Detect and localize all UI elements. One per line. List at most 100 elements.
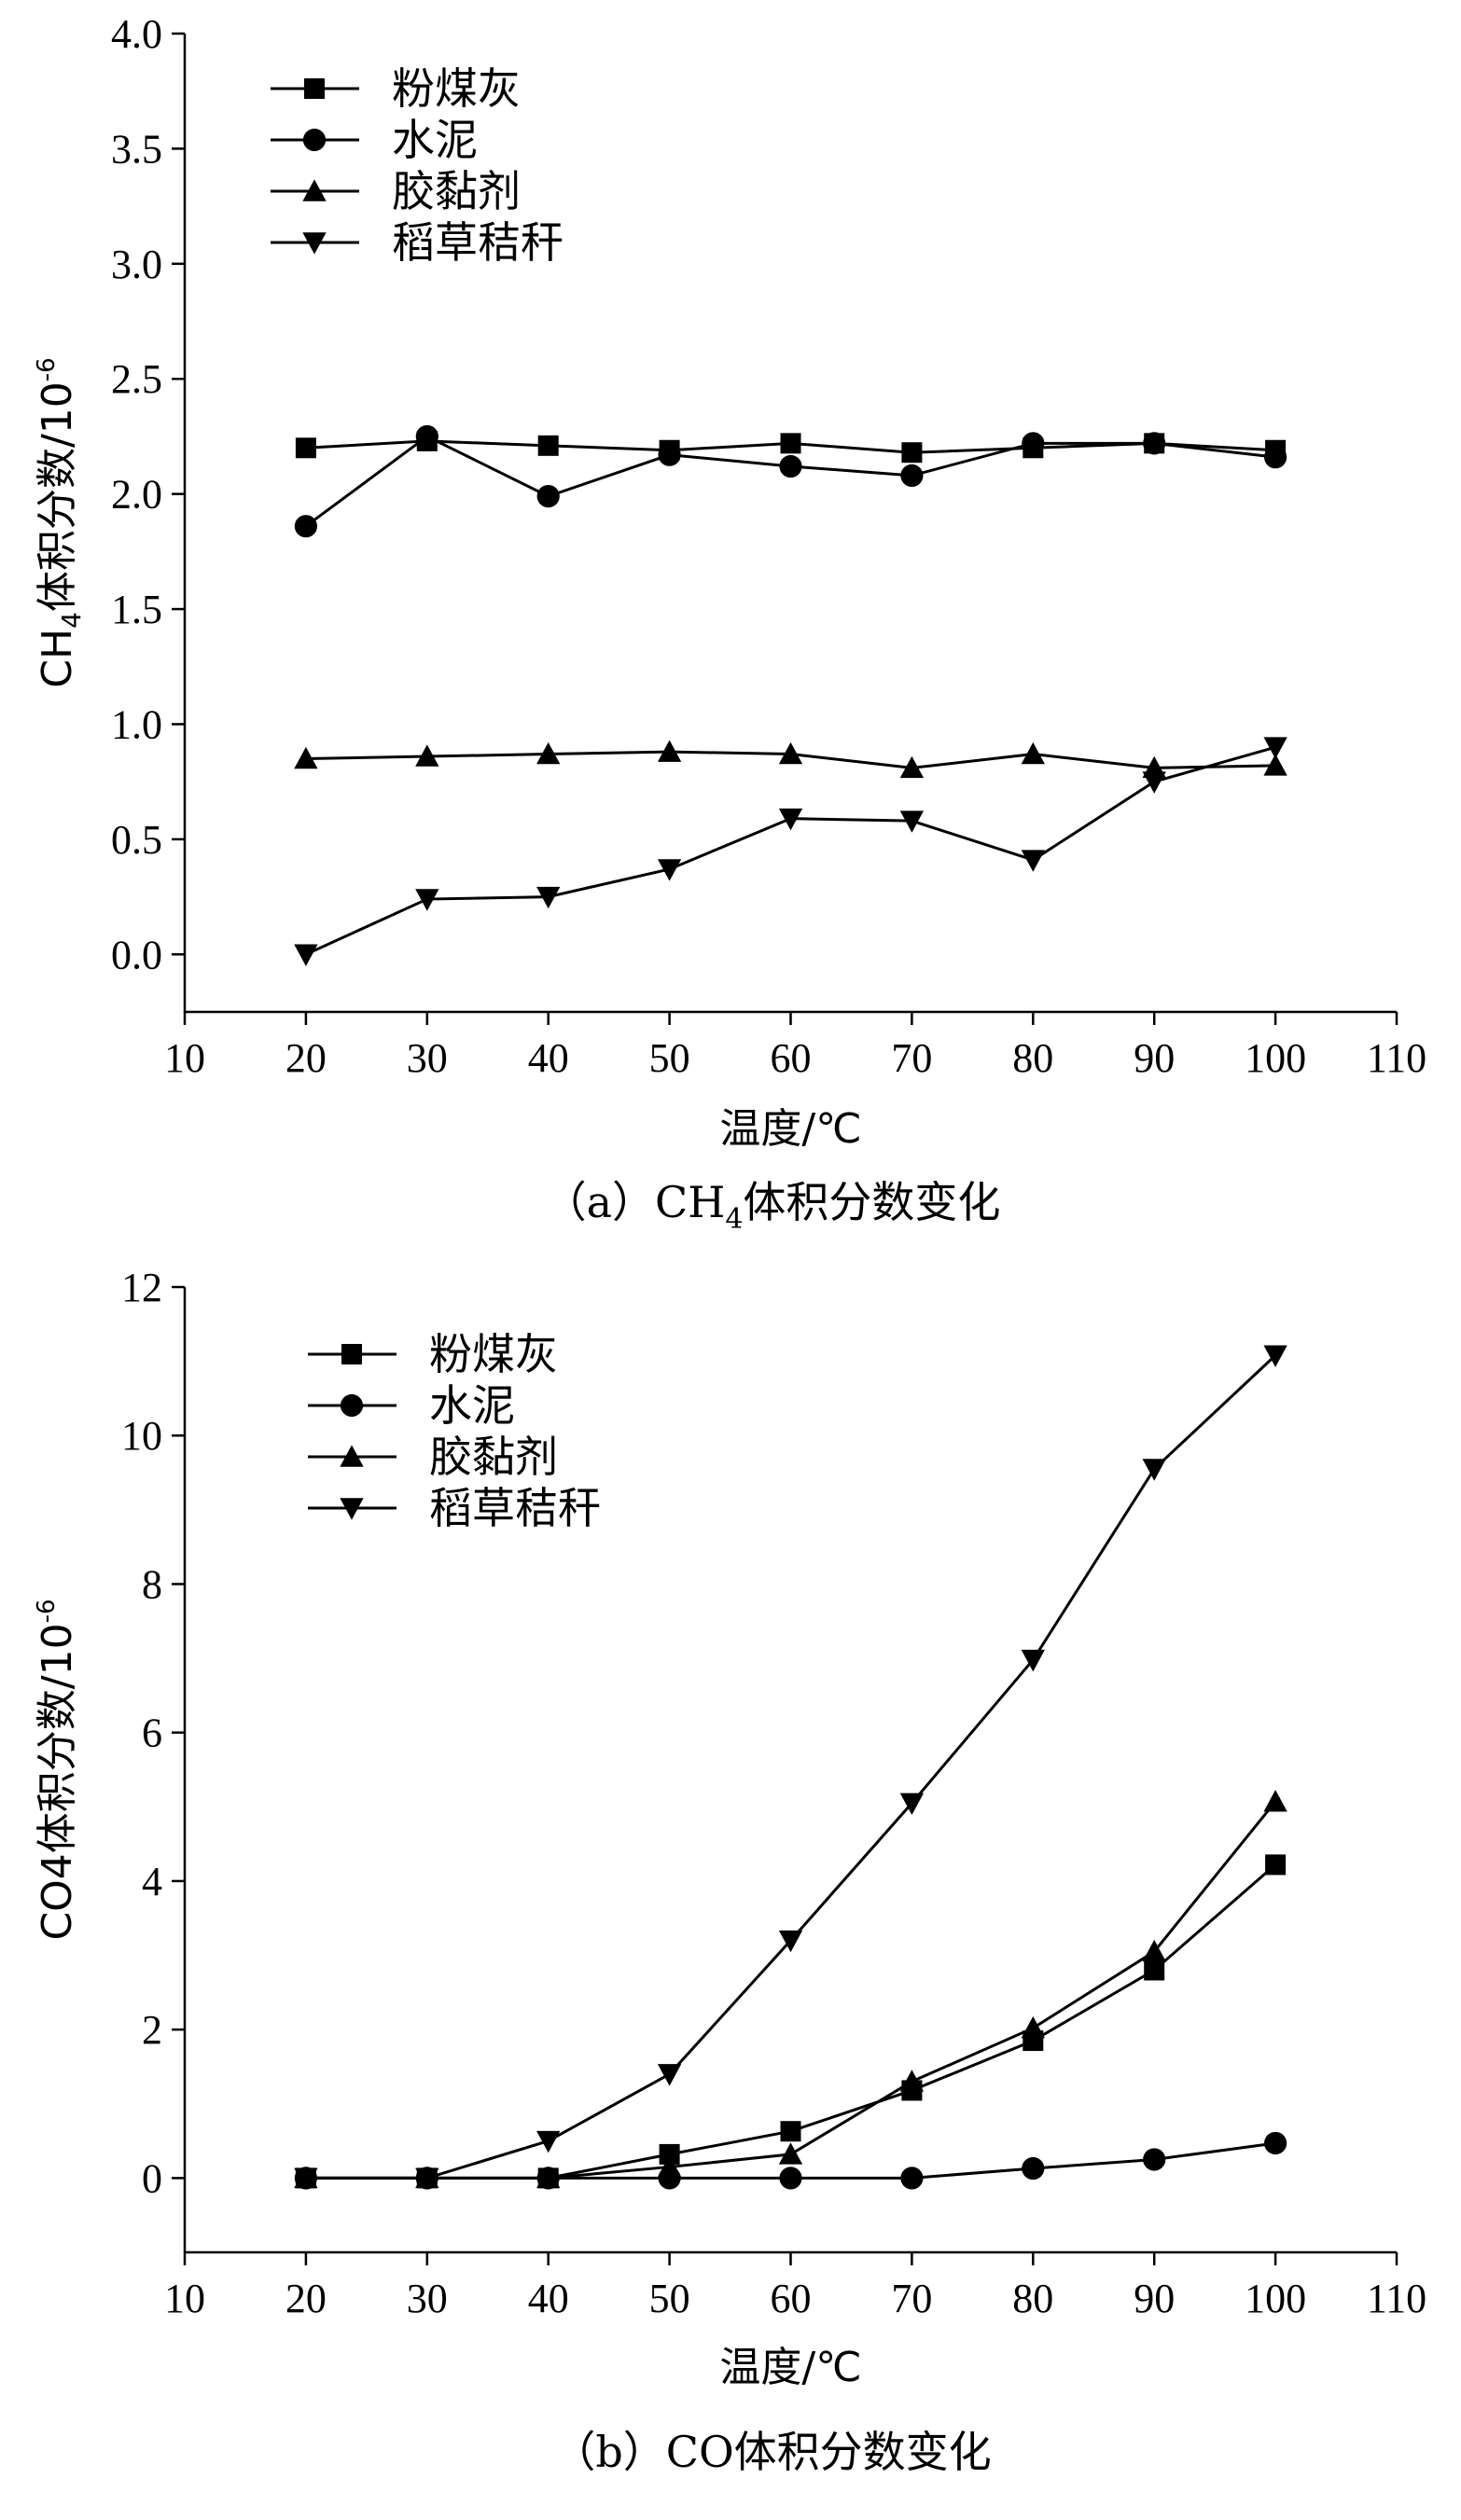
data-point <box>1264 2131 1287 2155</box>
y-tick-label: 0.5 <box>111 817 162 863</box>
legend-item: 稻草秸秆 <box>308 1483 601 1533</box>
data-point <box>1022 432 1045 455</box>
y-tick-label: 4 <box>142 1859 162 1904</box>
data-point <box>900 2167 924 2190</box>
data-point <box>899 755 925 779</box>
data-point <box>537 435 559 456</box>
legend-item: 胶黏剂 <box>271 166 521 216</box>
legend-label: 水泥 <box>429 1380 515 1431</box>
legend-label: 粉煤灰 <box>429 1329 558 1379</box>
data-point <box>1263 1345 1287 1367</box>
data-point <box>657 2154 682 2178</box>
data-point <box>294 944 318 966</box>
axes-frame <box>183 1287 1397 2254</box>
data-point <box>1264 446 1287 469</box>
x-tick-label: 70 <box>891 1035 932 1081</box>
y-tick-label: 3.0 <box>111 242 162 287</box>
y-tick-label: 12 <box>121 1265 162 1310</box>
data-point <box>779 454 802 478</box>
y-tick-label: 1.5 <box>111 587 162 632</box>
data-point <box>1263 1790 1287 1812</box>
y-axis-title: CH4体积分数/10-6 <box>33 357 87 687</box>
data-point <box>778 741 803 765</box>
legend-marker <box>340 1498 364 1520</box>
x-tick-label: 90 <box>1134 2276 1175 2321</box>
x-tick-label: 20 <box>285 2276 327 2321</box>
x-tick-label: 110 <box>1367 1035 1426 1081</box>
data-point <box>778 1930 803 1953</box>
data-point <box>657 859 682 881</box>
series-line <box>305 745 1276 956</box>
legend-label: 粉煤灰 <box>392 63 521 114</box>
legend-marker <box>340 1445 364 1467</box>
data-point <box>1021 2015 1045 2039</box>
y-axis-title: CO4体积分数/10-6 <box>33 1599 81 1940</box>
data-point <box>780 433 801 454</box>
data-point <box>415 2167 439 2191</box>
data-point <box>415 889 439 911</box>
x-tick-label: 40 <box>528 1035 569 1081</box>
data-point <box>899 810 925 833</box>
legend-item: 水泥 <box>308 1380 515 1431</box>
x-tick-label: 110 <box>1367 2276 1426 2321</box>
legend-marker <box>302 179 327 201</box>
y-tick-label: 4.0 <box>111 11 162 57</box>
x-tick-label: 30 <box>407 1035 448 1081</box>
data-point <box>1142 1459 1166 1481</box>
chart-a: 10 20 30 40 50 60 70 80 90 100 110 0.0 0.5 1.0 1.5 2.0 2… <box>33 11 1426 1236</box>
y-tick-label: 6 <box>142 1710 162 1756</box>
data-point <box>1143 432 1166 455</box>
figure-caption: （a）CH4体积分数变化 <box>544 1177 1001 1236</box>
legend-item: 粉煤灰 <box>271 63 521 114</box>
data-point <box>1021 850 1045 872</box>
y-tick-label: 10 <box>121 1413 162 1459</box>
data-point <box>778 808 803 831</box>
y-tick-label: 2 <box>142 2007 162 2053</box>
data-point <box>659 2143 680 2165</box>
data-point <box>1263 737 1287 759</box>
x-axis-title: 温度/℃ <box>719 1105 861 1153</box>
legend-label: 水泥 <box>392 115 478 165</box>
x-tick-label: 100 <box>1245 1035 1306 1081</box>
figure-caption: （b）CO体积分数变化 <box>552 2427 991 2477</box>
x-tick-label: 30 <box>407 2276 448 2321</box>
x-tick-label: 10 <box>164 2276 205 2321</box>
x-tick-label: 10 <box>164 1035 205 1081</box>
data-point <box>779 2167 802 2190</box>
data-point <box>1142 771 1166 794</box>
data-point <box>901 442 923 464</box>
data-point <box>294 515 317 538</box>
series-4 <box>294 737 1287 966</box>
y-tick-label: 1.0 <box>111 701 162 747</box>
y-tick-label: 0.0 <box>111 932 162 977</box>
y-tick-label: 2.5 <box>111 356 162 402</box>
data-point <box>294 2167 318 2191</box>
x-tick-label: 20 <box>285 1035 327 1081</box>
data-point <box>1144 1959 1165 1981</box>
legend-marker <box>304 78 325 99</box>
data-point <box>536 2166 561 2189</box>
x-tick-label: 90 <box>1134 1035 1175 1081</box>
data-point <box>536 2130 561 2153</box>
series-1 <box>295 1854 1287 2189</box>
legend-item: 胶黏剂 <box>308 1432 558 1482</box>
x-tick-label: 50 <box>649 2276 690 2321</box>
data-point <box>778 2142 803 2165</box>
data-point <box>1021 1649 1045 1672</box>
legend-marker <box>302 232 327 255</box>
legend-item: 稻草秸秆 <box>271 217 564 268</box>
data-point <box>899 1793 925 1815</box>
data-point <box>658 443 681 466</box>
data-point <box>536 741 561 765</box>
chart-b: 10 20 30 40 50 60 70 80 90 100 110 0 2 4 6 8 10 12 温度/℃ CO4… <box>33 1265 1426 2477</box>
data-point <box>536 485 560 508</box>
x-tick-label: 80 <box>1012 1035 1053 1081</box>
series-2 <box>294 424 1287 538</box>
legend-label: 稻草秸秆 <box>392 217 564 268</box>
x-tick-label: 60 <box>771 2276 812 2321</box>
x-tick-label: 40 <box>528 2276 569 2321</box>
legend-item: 粉煤灰 <box>308 1329 558 1379</box>
data-point <box>657 2064 682 2086</box>
legend-label: 稻草秸秆 <box>429 1483 601 1533</box>
